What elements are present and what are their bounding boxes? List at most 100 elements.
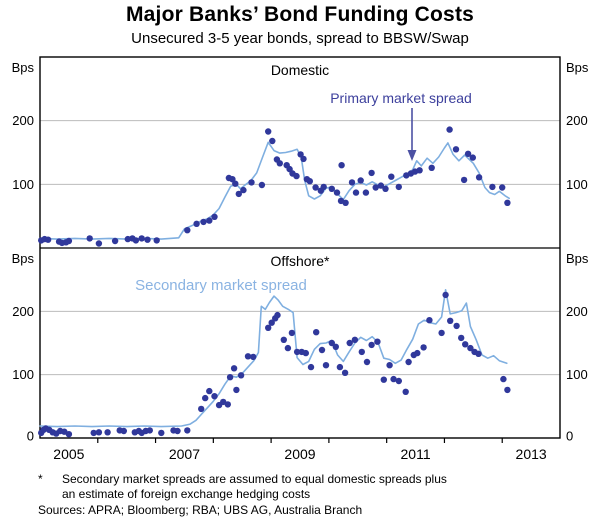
data-point: [442, 291, 449, 299]
data-point: [428, 164, 435, 171]
data-point: [265, 324, 272, 331]
data-point: [306, 178, 313, 185]
data-point: [153, 237, 160, 244]
data-point: [453, 322, 460, 330]
data-point: [211, 393, 218, 400]
data-point: [380, 376, 387, 383]
x-tick-label: 2005: [53, 446, 84, 462]
data-point: [318, 346, 326, 354]
data-point: [226, 374, 234, 381]
data-point: [240, 186, 247, 194]
annotation-arrowhead: [407, 150, 417, 161]
secondary-annotation: Secondary market spread: [135, 277, 307, 294]
data-point: [402, 388, 409, 395]
data-point: [274, 311, 281, 319]
y-tick-label-right: 100: [566, 177, 588, 192]
panel-title-domestic: Domestic: [270, 62, 330, 78]
data-point: [202, 394, 209, 402]
axis-unit-left: Bps: [12, 251, 35, 266]
data-point: [86, 235, 93, 242]
data-point: [386, 362, 393, 369]
data-point: [307, 363, 315, 371]
data-point: [235, 190, 242, 198]
data-point: [504, 199, 511, 206]
x-tick-label: 2011: [401, 446, 431, 462]
data-point: [368, 341, 375, 349]
data-point: [244, 353, 252, 360]
x-tick-label: 2007: [169, 446, 200, 462]
data-point: [258, 181, 266, 189]
data-point: [320, 183, 327, 191]
data-point: [95, 240, 103, 247]
data-point: [458, 334, 465, 342]
data-point: [452, 146, 460, 153]
data-point: [372, 184, 379, 191]
data-point: [312, 184, 319, 191]
data-point: [224, 401, 231, 408]
data-point: [293, 172, 300, 180]
y-tick-label-left: 0: [27, 429, 34, 444]
data-point: [469, 154, 476, 161]
scatter-series: [38, 291, 511, 438]
data-point: [174, 427, 181, 435]
data-point: [284, 344, 292, 352]
data-point: [395, 183, 402, 191]
data-point: [346, 339, 353, 347]
data-point: [351, 336, 359, 343]
data-point: [250, 353, 257, 361]
y-tick-label-right: 200: [566, 113, 588, 128]
data-point: [328, 339, 335, 347]
data-point: [144, 236, 151, 243]
data-point: [348, 179, 356, 186]
data-point: [377, 182, 385, 189]
data-point: [132, 237, 140, 244]
data-point: [388, 173, 395, 180]
data-point: [65, 431, 73, 438]
y-tick-label-right: 100: [566, 367, 588, 382]
data-point: [332, 343, 339, 350]
footnote-sources: Sources: APRA; Bloomberg; RBA; UBS AG, A…: [38, 503, 363, 517]
axis-unit-right: Bps: [566, 60, 589, 75]
data-point: [333, 189, 341, 196]
data-point: [499, 184, 506, 191]
data-point: [232, 180, 239, 187]
data-point: [193, 220, 200, 227]
footnote-marker: *: [38, 472, 43, 486]
data-point: [460, 176, 468, 184]
data-point: [395, 377, 402, 385]
data-point: [504, 386, 511, 394]
data-point: [475, 174, 483, 181]
chart-title: Major Banks’ Bond Funding Costs: [125, 3, 475, 26]
x-tick-label: 2009: [284, 446, 315, 462]
data-point: [462, 341, 469, 348]
data-point: [302, 349, 309, 357]
data-point: [358, 348, 365, 356]
data-point: [184, 227, 191, 234]
data-point: [44, 236, 52, 243]
y-tick-label-right: 200: [566, 304, 588, 319]
data-point: [206, 217, 213, 224]
data-point: [184, 427, 191, 434]
data-point: [446, 126, 453, 133]
data-point: [467, 344, 474, 352]
data-point: [390, 375, 397, 383]
chart-subtitle: Unsecured 3-5 year bonds, spread to BBSW…: [131, 30, 469, 47]
data-point: [211, 213, 218, 220]
data-point: [198, 405, 205, 413]
y-tick-label-right: 0: [566, 429, 573, 444]
data-point: [464, 150, 472, 157]
data-point: [233, 386, 240, 394]
data-point: [338, 162, 345, 169]
y-tick-label-left: 100: [12, 367, 34, 382]
data-point: [138, 235, 145, 242]
data-point: [293, 348, 301, 356]
data-point: [500, 375, 507, 383]
data-point: [328, 185, 335, 192]
footnote-line2: an estimate of foreign exchange hedging …: [62, 487, 311, 501]
data-point: [90, 429, 97, 437]
data-point: [280, 336, 287, 343]
data-point: [374, 338, 381, 345]
data-point: [447, 317, 454, 324]
primary-annotation: Primary market spread: [330, 90, 472, 106]
y-tick-label-left: 100: [12, 177, 34, 192]
